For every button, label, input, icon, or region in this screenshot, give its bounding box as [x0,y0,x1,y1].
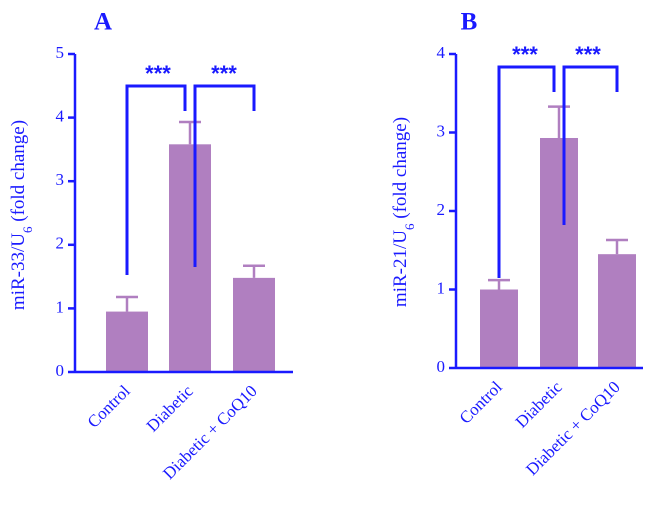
y-tick-label: 1 [437,278,446,297]
y-tick-label: 5 [56,43,65,62]
y-tick-label: 1 [56,297,65,316]
significance-bracket-2 [193,84,256,267]
panel-label: A [94,9,112,36]
bar-3 [233,277,275,372]
significance-bracket-1 [125,84,187,275]
significance-label-1: *** [145,61,171,86]
y-tick-label: 2 [56,234,65,253]
x-tick-label: Control [456,377,506,427]
y-tick-label: 3 [437,121,446,140]
bar-1 [480,289,518,368]
y-tick-label: 2 [437,200,446,219]
significance-label-2: *** [575,42,601,67]
panel-label: B [461,9,478,36]
y-axis-title: miR-33/U6 (fold change) [8,120,35,310]
y-tick-label: 4 [56,107,65,126]
y-tick-label: 0 [437,357,446,376]
y-tick-label: 3 [56,170,65,189]
significance-label-1: *** [512,42,538,67]
y-tick-label: 4 [437,43,446,62]
bar-1 [106,311,148,372]
y-axis-title: miR-21/U6 (fold change) [390,117,417,307]
x-tick-label: Diabetic [143,381,197,435]
significance-bracket-2 [562,65,619,225]
bar-2 [540,137,578,368]
significance-bracket-1 [497,65,556,278]
x-tick-label: Diabetic [512,377,566,431]
bar-2 [169,144,211,372]
y-tick-label: 0 [56,361,65,380]
significance-label-2: *** [211,61,237,86]
bar-3 [598,254,636,368]
x-tick-label: Control [84,381,134,431]
